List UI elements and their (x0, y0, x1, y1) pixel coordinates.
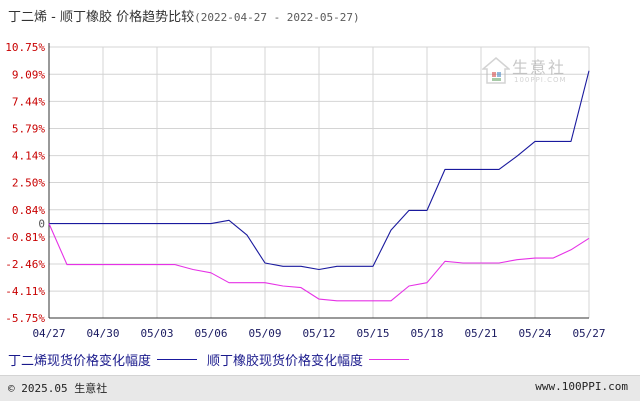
y-tick-label: 9.09% (12, 68, 45, 81)
x-tick-label: 04/30 (86, 327, 119, 340)
legend-label-series2: 顺丁橡胶现货价格变化幅度 (207, 353, 364, 369)
chart-legend: 丁二烯现货价格变化幅度 顺丁橡胶现货价格变化幅度 (8, 350, 419, 369)
y-tick-label: 7.44% (12, 95, 45, 108)
axes (48, 43, 589, 319)
footer-bar (0, 375, 640, 401)
watermark-name: 生意社 (512, 58, 567, 77)
y-tick-label: -4.11% (5, 285, 45, 298)
y-tick-label: 0 (38, 218, 45, 231)
x-tick-label: 05/06 (194, 327, 227, 340)
series-line-1 (49, 70, 590, 271)
y-tick-label: 10.75% (5, 41, 45, 54)
watermark-url: 100PPI.COM (514, 76, 567, 84)
x-tick-label: 04/27 (32, 327, 65, 340)
site-url-link[interactable]: www.100PPI.com (535, 380, 628, 393)
series-line-2 (48, 223, 590, 302)
chart-title-range: (2022-04-27 - 2022-05-27) (194, 11, 360, 24)
x-tick-labels: 04/27 04/30 05/03 05/06 05/09 05/12 05/15 05/18… (32, 327, 605, 340)
copyright-text: © 2025.05 生意社 (8, 382, 108, 395)
y-tick-label: -2.46% (5, 258, 45, 271)
y-tick-label: 4.14% (12, 150, 45, 163)
x-tick-label: 05/21 (464, 327, 497, 340)
x-tick-label: 05/03 (140, 327, 173, 340)
y-tick-label: -0.81% (5, 231, 45, 244)
series-lines (48, 70, 590, 302)
y-tick-label: 0.84% (12, 204, 45, 217)
legend-swatch-series1 (157, 358, 198, 360)
chart-title-main: 丁二烯 - 顺丁橡胶 价格趋势比较 (8, 10, 195, 25)
watermark-logo: 生意社 100PPI.COM (482, 52, 582, 92)
x-tick-label: 05/24 (518, 327, 551, 340)
x-tick-label: 05/15 (356, 327, 389, 340)
house-logo-icon (482, 57, 510, 84)
x-tick-label: 05/09 (248, 327, 281, 340)
y-tick-label: 2.50% (12, 177, 45, 190)
x-tick-label: 05/18 (410, 327, 443, 340)
x-tick-label: 05/12 (302, 327, 335, 340)
chart-title: 丁二烯 - 顺丁橡胶 价格趋势比较(2022-04-27 - 2022-05-2… (8, 6, 360, 25)
y-tick-labels: 10.75% 9.09% 7.44% 5.79% 4.14% 2.50% 0.84%0-0.… (5, 41, 45, 325)
legend-label-series1: 丁二烯现货价格变化幅度 (8, 353, 152, 369)
y-tick-label: 5.79% (12, 122, 45, 135)
y-tick-label: -5.75% (5, 312, 45, 325)
x-tick-label: 05/27 (572, 327, 605, 340)
legend-swatch-series2 (369, 358, 410, 360)
